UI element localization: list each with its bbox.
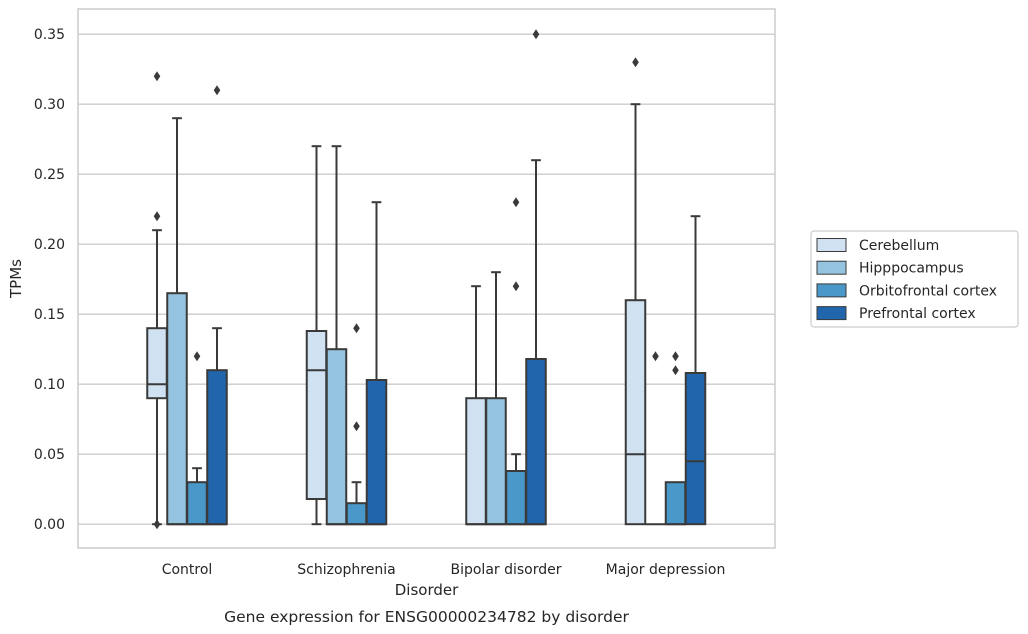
- y-tick-labels: 0.00 0.05 0.10 0.15 0.20 0.25 0.30 0.35: [34, 27, 65, 533]
- y-tick-label: 0.15: [34, 307, 65, 323]
- y-tick-label: 0.00: [34, 517, 65, 533]
- iqr-box: [146, 327, 168, 400]
- x-tick-label: Major depression: [606, 562, 726, 578]
- y-axis-title: TPMs: [7, 259, 25, 299]
- chart-caption: Gene expression for ENSG00000234782 by d…: [224, 608, 629, 626]
- legend-swatch: [816, 238, 847, 252]
- iqr-box: [365, 379, 388, 526]
- legend-swatch: [816, 306, 847, 321]
- outlier-point: [512, 281, 520, 292]
- plot-area-frame: [77, 8, 776, 549]
- outlier-point: [512, 197, 520, 208]
- iqr-box: [465, 397, 487, 526]
- legend-label: Prefrontal cortex: [859, 306, 976, 322]
- outlier-point: [193, 351, 201, 362]
- outlier-point: [153, 519, 161, 530]
- iqr-box: [166, 292, 188, 526]
- box-prefrontal-cortex: [206, 327, 228, 526]
- outlier-point: [632, 57, 639, 68]
- y-tick-label: 0.25: [34, 167, 65, 183]
- x-tick-label: Control: [162, 562, 213, 578]
- legend-frame: [810, 230, 1019, 328]
- box-prefrontal-cortex: [684, 215, 707, 526]
- x-tick-label: Bipolar disorder: [450, 562, 561, 578]
- outlier-point: [672, 365, 679, 376]
- x-tick-label: Schizophrenia: [297, 562, 395, 578]
- y-tick-label: 0.20: [34, 237, 65, 253]
- box-orbitofrontal-cortex: [345, 481, 368, 526]
- box-hipppocampus: [485, 271, 507, 526]
- iqr-box: [624, 299, 647, 526]
- iqr-box: [325, 348, 348, 526]
- outlier-point: [153, 71, 161, 82]
- outlier-point: [532, 29, 540, 40]
- box-cerebellum: [305, 145, 328, 526]
- y-tick-label: 0.30: [34, 97, 65, 113]
- iqr-box: [485, 397, 507, 526]
- iqr-box: [664, 481, 687, 526]
- x-tick-labels: Control Schizophrenia Bipolar disorder Majo…: [162, 562, 726, 578]
- legend-swatch: [816, 283, 847, 298]
- y-tick-label: 0.05: [34, 447, 65, 463]
- outlier-point: [153, 211, 161, 222]
- box-cerebellum: [146, 229, 168, 526]
- box-orbitofrontal-cortex: [186, 467, 208, 526]
- iqr-box: [684, 372, 707, 526]
- legend: Cerebellum Hipppocampus Orbitofrontal cort…: [810, 230, 1019, 328]
- y-tick-label: 0.10: [34, 377, 65, 393]
- y-tick-label: 0.35: [34, 27, 65, 43]
- boxes: [146, 103, 707, 526]
- box-hipppocampus: [325, 145, 348, 526]
- legend-label: Cerebellum: [859, 238, 939, 254]
- outliers: [153, 29, 679, 530]
- outlier-point: [353, 323, 360, 334]
- box-prefrontal-cortex: [525, 159, 547, 526]
- legend-label: Hipppocampus: [859, 261, 964, 277]
- grid-lines: [78, 33, 775, 525]
- outlier-point: [353, 421, 360, 432]
- box-cerebellum: [624, 103, 647, 526]
- iqr-box: [186, 481, 208, 526]
- box-orbitofrontal-cortex: [505, 453, 527, 526]
- outlier-point: [672, 351, 679, 362]
- box-prefrontal-cortex: [365, 201, 388, 526]
- iqr-box: [525, 358, 547, 526]
- legend-swatch: [816, 260, 847, 275]
- outlier-point: [652, 351, 659, 362]
- box-cerebellum: [465, 285, 487, 526]
- x-axis-title: Disorder: [395, 581, 459, 599]
- iqr-box: [505, 470, 527, 526]
- iqr-box: [305, 330, 328, 500]
- legend-label: Orbitofrontal cortex: [859, 283, 997, 299]
- outlier-point: [213, 85, 221, 96]
- box-hipppocampus: [166, 117, 188, 526]
- iqr-box: [206, 369, 228, 526]
- iqr-box: [345, 502, 368, 526]
- box-orbitofrontal-cortex: [664, 481, 687, 526]
